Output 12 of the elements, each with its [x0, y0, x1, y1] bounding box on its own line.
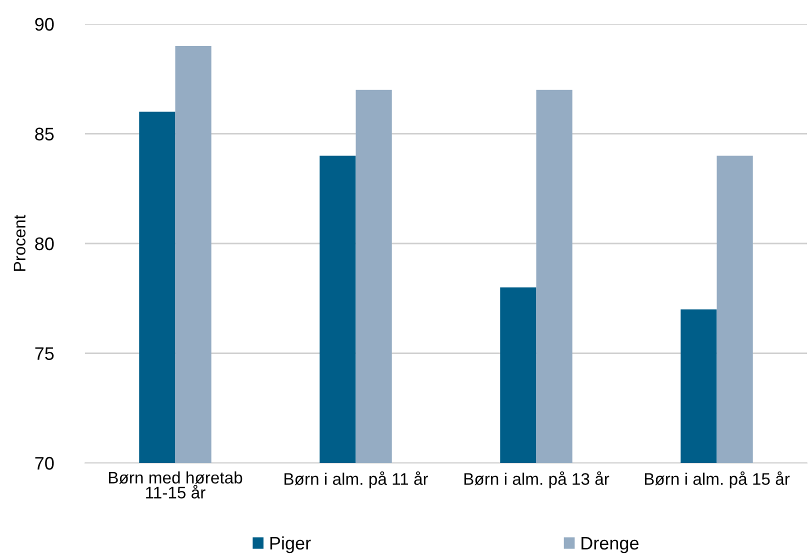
y-tick-label: 80	[35, 237, 54, 250]
legend-label: Drenge	[582, 536, 639, 554]
y-tick-label: 70	[35, 456, 54, 470]
y-tick-label: 75	[35, 347, 54, 360]
x-tick-label: Børn med høretab 11-15 år	[109, 471, 242, 499]
y-tick-label: 85	[35, 128, 54, 140]
x-tick-label: Børn i alm. på 11 år	[284, 471, 428, 488]
x-tick-label: Børn i alm. på 15 år	[644, 471, 790, 488]
y-axis-title: Procent	[14, 214, 26, 271]
y-tick-label: 90	[35, 18, 54, 31]
x-tick-label: Børn i alm. på 13 år	[464, 471, 610, 488]
legend-label: Piger	[270, 536, 311, 554]
